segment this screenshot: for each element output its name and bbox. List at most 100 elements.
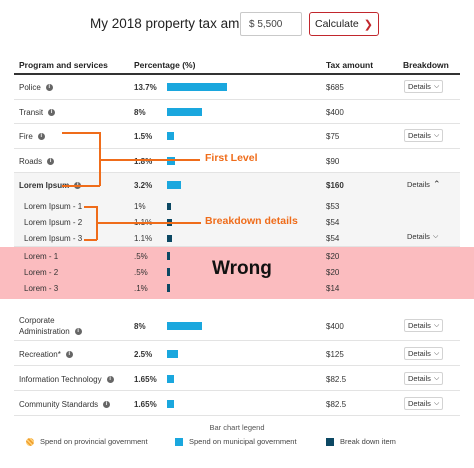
program-name-line1: Corporate [19,316,55,325]
sub-tax-value: $14 [326,284,340,293]
info-icon[interactable]: i [74,328,82,335]
annotation-connector-line [99,132,101,186]
program-name: Lorem Ipsum [19,181,70,190]
tax-calculator-header: My 2018 property tax amount Calculate ❯ [0,12,474,38]
info-icon[interactable]: i [65,351,73,358]
wrong-annotation: Wrong [212,258,272,279]
legend-item-municipal: Spend on municipal government [175,437,297,446]
annotation-connector-line [100,159,200,161]
column-header-percentage: Percentage (%) [134,60,196,70]
chevron-up-icon: ⌃ [432,179,441,189]
tax-value: $160 [326,181,344,190]
tax-value: $400 [326,108,344,117]
table-row: Community Standards i 1.65% $82.5 Detail… [14,391,460,416]
details-button[interactable]: Details ⌵ [404,397,444,410]
table-row: Recreation* i 2.5% $125 Details ⌵ [14,341,460,366]
wrong-highlight-band: Lorem - 1 .5% $20 Lorem - 2 .5% $20 Lore… [0,247,474,299]
tax-value: $90 [326,157,340,166]
percentage-value: 1.8% [134,157,153,166]
municipal-bar [167,181,181,189]
table-row: Police i 13.7% $685 Details ⌵ [14,75,460,100]
details-label: Details [408,374,431,383]
table-row: Transit i 8% $400 [14,100,460,124]
chevron-right-icon: ❯ [363,18,373,31]
table-row: Roads i 1.8% $90 [14,149,460,173]
tax-amount-input[interactable] [240,12,302,36]
sub-tax-value: $20 [326,252,340,261]
info-icon[interactable]: i [103,401,111,408]
sub-tax-value: $53 [326,202,340,211]
calculate-button[interactable]: Calculate ❯ [309,12,379,36]
details-label: Details [408,131,431,140]
percentage-value: 3.2% [134,181,153,190]
municipal-swatch-icon [175,437,183,446]
municipal-bar [167,157,175,165]
municipal-bar [167,322,202,330]
annotation-connector-line [84,206,97,208]
provincial-swatch-icon [26,437,34,446]
details-button[interactable]: Details ⌵ [404,372,444,385]
sub-tax-value: $54 [326,234,340,243]
details-button[interactable]: Details ⌵ [404,319,444,332]
details-button[interactable]: Details ⌵ [404,129,444,142]
chevron-down-icon: ⌵ [433,349,440,357]
details-button[interactable]: Details ⌵ [404,347,444,360]
tax-value: $685 [326,83,344,92]
program-name: Police [19,83,41,92]
details-label: Details [407,232,430,241]
info-icon[interactable]: i [47,158,55,165]
sub-tax-value: $20 [326,268,340,277]
details-label: Details [408,321,431,330]
sub-item-name: Lorem - 1 [24,252,59,261]
column-header-program: Program and services [19,60,108,70]
program-name: Information Technology [19,375,102,384]
details-label: Details [408,399,431,408]
program-name-line2: Administration [19,327,70,336]
percentage-value: 8% [134,108,146,117]
legend-label: Break down item [340,437,396,446]
details-label: Details [408,349,431,358]
info-icon[interactable]: i [45,84,53,91]
info-icon[interactable]: i [48,109,56,116]
sub-percentage-value: .5% [134,268,148,277]
table-header-divider [14,73,460,75]
details-collapse-button[interactable]: Details ⌃ [404,178,443,191]
breakdown-bar [167,252,170,260]
details-button[interactable]: Details ⌵ [404,230,441,243]
sub-percentage-value: .1% [134,284,148,293]
percentage-value: 8% [134,322,146,331]
program-name: Fire [19,132,33,141]
municipal-bar [167,400,174,408]
details-button[interactable]: Details ⌵ [404,80,444,93]
column-header-tax: Tax amount [326,60,374,70]
info-icon[interactable]: i [106,376,114,383]
tax-value: $125 [326,350,344,359]
percentage-value: 1.5% [134,132,153,141]
tax-value: $400 [326,322,344,331]
tax-value: $75 [326,132,340,141]
sub-item-name: Lorem Ipsum - 3 [24,234,83,243]
municipal-bar [167,350,178,358]
sub-tax-value: $54 [326,218,340,227]
municipal-bar [167,83,227,91]
annotation-connector-line [96,206,98,240]
percentage-value: 2.5% [134,350,153,359]
chevron-down-icon: ⌵ [432,232,439,240]
annotation-connector-line [62,132,100,134]
calculate-label: Calculate [315,18,359,30]
info-icon[interactable]: i [37,133,45,140]
breakdown-bar [167,203,171,210]
municipal-bar [167,375,174,383]
percentage-value: 1.65% [134,375,157,384]
sub-percentage-value: 1.1% [134,234,153,243]
chevron-down-icon: ⌵ [433,399,440,407]
page-title: My 2018 property tax amount [90,16,266,31]
sub-item-name: Lorem - 2 [24,268,59,277]
annotation-connector-line [84,239,97,241]
breakdown-details-annotation: Breakdown details [205,215,298,227]
breakdown-bar [167,284,170,292]
sub-percentage-value: .5% [134,252,148,261]
breakdown-swatch-icon [326,437,334,446]
legend-title: Bar chart legend [209,423,265,432]
municipal-bar [167,108,202,116]
